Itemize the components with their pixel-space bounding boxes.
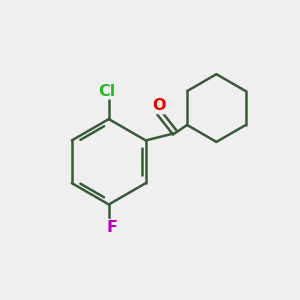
Text: F: F — [107, 220, 118, 235]
Text: Cl: Cl — [98, 84, 115, 99]
Text: O: O — [152, 98, 166, 113]
